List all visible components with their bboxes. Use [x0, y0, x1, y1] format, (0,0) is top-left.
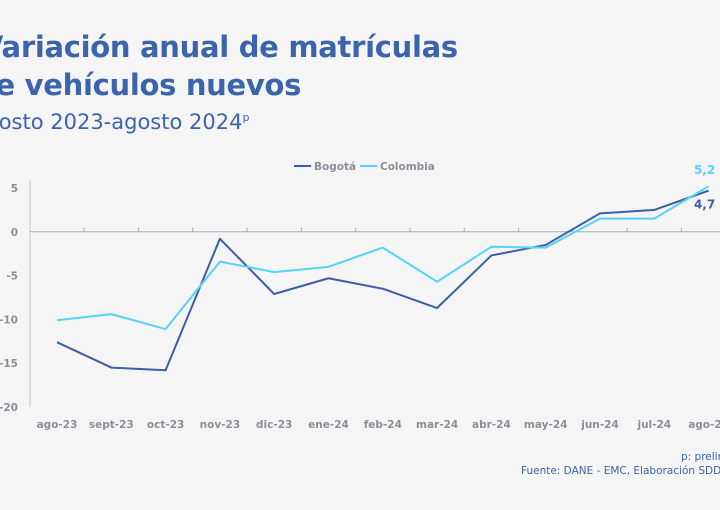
x-tick-label: ago-23 — [37, 419, 78, 431]
x-tick-label: may-24 — [524, 419, 568, 431]
subtitle-text: Agosto 2023-agosto 2024 — [0, 110, 243, 134]
chart-title-line1: Variación anual de matrículas — [0, 30, 458, 64]
series-line-0 — [56, 189, 709, 372]
x-tick-label: dic-23 — [256, 419, 292, 431]
end-label-1: 5,2 — [694, 163, 715, 177]
chart-subtitle: Agosto 2023-agosto 2024p — [0, 110, 249, 134]
y-tick-label: -5 — [6, 271, 18, 283]
y-tick-label: 5 — [11, 183, 18, 195]
preliminary-note: p: prelim — [681, 451, 720, 463]
x-tick-label: ago-24 — [688, 419, 720, 431]
x-tick-label: jun-24 — [580, 419, 619, 431]
x-tick-label: jul-24 — [636, 419, 671, 431]
x-tick-label: sept-23 — [89, 419, 134, 431]
y-tick-label: -15 — [0, 358, 18, 370]
series-line-1 — [56, 185, 710, 331]
legend-label-0: Bogotá — [314, 161, 356, 173]
x-tick-label: oct-23 — [147, 419, 184, 431]
x-tick-label: abr-24 — [472, 419, 511, 431]
legend-label-1: Colombia — [380, 161, 435, 173]
y-tick-label: -10 — [0, 314, 18, 326]
x-tick-label: feb-24 — [364, 419, 402, 431]
chart-title-line2: de vehículos nuevos — [0, 68, 302, 102]
y-tick-label: -20 — [0, 402, 18, 414]
subtitle-mark: p — [242, 111, 250, 124]
x-tick-label: ene-24 — [308, 419, 349, 431]
end-label-0: 4,7 — [694, 198, 715, 212]
x-tick-label: nov-23 — [200, 419, 241, 431]
source-note: Fuente: DANE - EMC, Elaboración SDDE-C — [521, 465, 720, 477]
x-tick-label: mar-24 — [416, 419, 458, 431]
y-tick-label: 0 — [11, 227, 18, 239]
